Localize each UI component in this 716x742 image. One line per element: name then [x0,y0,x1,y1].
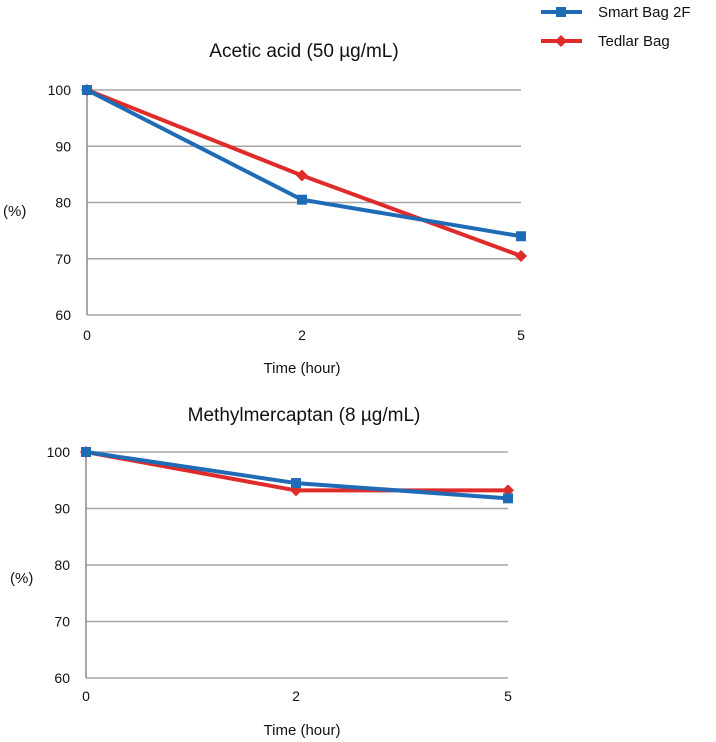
x-tick-label-5: 5 [517,327,525,343]
series-tedlar-bag [81,84,527,262]
chart-title: Methylmercaptan (8 µg/mL) [188,405,421,426]
legend: Smart Bag 2F Tedlar Bag [541,4,691,50]
x-tick-label-0: 0 [83,327,91,343]
series-smart-bag-2f [82,85,526,242]
y-ticks: 60 70 80 90 100 [48,82,72,323]
series-group [81,84,527,262]
data-point-smart-bag-2f-0 [81,447,91,457]
series-group [80,446,514,504]
legend-marker-tedlar-bag [555,35,567,47]
series-smart-bag-2f [81,447,513,504]
x-tick-label-5: 5 [504,688,512,704]
methylmercaptan-chart: Methylmercaptan (8 µg/mL) (%) Time (hour… [10,405,514,739]
y-tick-label-60: 60 [54,670,70,686]
y-ticks: 60 70 80 90 100 [47,444,71,686]
y-tick-label-100: 100 [48,82,72,98]
y-tick-label-70: 70 [55,251,71,267]
x-tick-label-0: 0 [82,688,90,704]
data-point-smart-bag-2f-0 [82,85,92,95]
x-ticks: 0 2 5 [82,688,512,704]
x-axis-label: Time (hour) [264,360,341,377]
legend-marker-smart-bag [556,7,566,17]
data-point-smart-bag-2f-2 [297,194,307,205]
data-point-smart-bag-2f-2 [291,478,301,489]
x-tick-label-2: 2 [298,327,306,343]
series-line-smart-bag-2f [86,88,522,239]
chart-title: Acetic acid (50 µg/mL) [209,41,398,62]
y-tick-label-100: 100 [47,444,71,460]
y-tick-label-60: 60 [55,307,71,323]
data-point-smart-bag-2f-5 [503,493,513,504]
x-axis-label: Time (hour) [264,722,341,739]
data-point-tedlar-bag-2 [296,169,308,182]
series-tedlar-bag [80,446,514,497]
gridlines [86,451,508,679]
legend-label-smart-bag: Smart Bag 2F [598,4,691,21]
y-tick-label-70: 70 [54,614,70,630]
y-tick-label-80: 80 [54,557,70,573]
legend-item-tedlar-bag: Tedlar Bag [541,33,670,50]
y-tick-label-90: 90 [54,501,70,517]
y-tick-label-90: 90 [55,138,71,154]
y-tick-label-80: 80 [55,195,71,211]
legend-item-smart-bag: Smart Bag 2F [541,4,691,21]
y-axis-label: (%) [3,203,26,220]
legend-label-tedlar-bag: Tedlar Bag [598,33,670,50]
x-ticks: 0 2 5 [83,327,525,343]
x-tick-label-2: 2 [292,688,300,704]
y-axis-label: (%) [10,570,33,587]
acetic-acid-chart: Acetic acid (50 µg/mL) (%) Time (hour) 6… [3,41,527,377]
data-point-tedlar-bag-5 [515,249,527,262]
data-point-smart-bag-2f-5 [516,231,526,242]
